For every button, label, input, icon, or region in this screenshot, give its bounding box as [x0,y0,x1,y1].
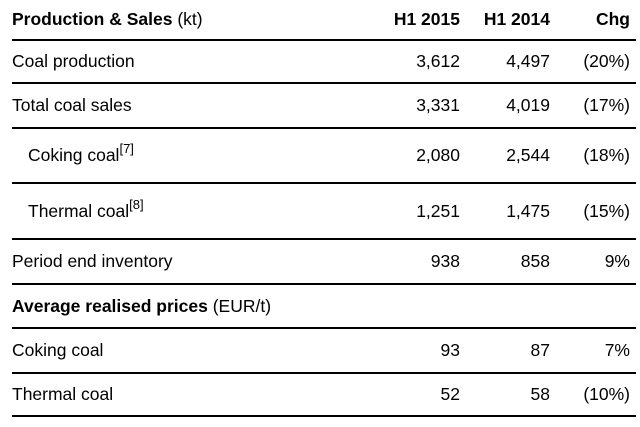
row-label-cell: Coking coal[7] [12,128,312,183]
row-label: Total coal sales [12,95,132,115]
value-chg: (15%) [583,200,630,221]
table-row-thermal-coal-price: Thermal coal 52 58 (10%) [12,373,636,416]
value-chg: 9% [604,251,630,271]
value-chg: (10%) [583,384,630,404]
table-title: Production & Sales [12,9,173,29]
value-h1-2015: 938 [430,251,460,271]
value-h1-2015: 1,251 [416,200,460,221]
row-label-cell: Period end inventory [12,239,312,284]
value-chg: (17%) [583,95,630,115]
table-row-coking-coal-sales: Coking coal[7] 2,080 2,544 (18%) [12,128,636,183]
footnote-ref-7: [7] [119,141,134,157]
row-label: Thermal coal [28,200,130,221]
value-h1-2015: 93 [440,340,460,360]
table-row-period-end-inventory: Period end inventory 938 858 9% [12,239,636,284]
value-h1-2015: 3,331 [416,95,460,115]
value-chg: 7% [604,340,630,360]
table-title-cell: Production & Sales (kt) [12,0,312,40]
table-row-coking-coal-price: Coking coal 93 87 7% [12,328,636,373]
column-header-h1-2014: H1 2014 [483,9,550,29]
table-title-unit: (kt) [172,9,203,29]
section-title-unit: (EUR/t) [207,295,272,316]
row-label-cell: Thermal coal [12,373,312,416]
column-header-chg: Chg [595,9,630,29]
section-header-cell: Average realised prices (EUR/t) [12,284,636,328]
value-h1-2014: 858 [520,251,550,271]
row-label: Coking coal [28,145,120,165]
value-h1-2015: 2,080 [416,145,460,165]
row-label: Coal production [12,51,135,71]
value-chg: (20%) [583,51,630,71]
table-row-thermal-coal-sales: Thermal coal[8] 1,251 1,475 (15%) [12,183,636,239]
value-h1-2015: 52 [440,384,460,404]
value-h1-2014: 87 [530,340,550,360]
section-title: Average realised prices [12,295,208,316]
value-h1-2014: 4,019 [506,95,550,115]
row-label-cell: Coal production [12,40,312,83]
value-h1-2014: 4,497 [506,51,550,71]
row-label-cell: Total coal sales [12,83,312,128]
row-label: Thermal coal [12,384,114,404]
footnote-ref-8: [8] [129,196,144,212]
table-header-row: Production & Sales (kt) H1 2015 H1 2014 … [12,0,636,40]
row-label: Period end inventory [12,251,173,271]
section-header-row-average-realised-prices: Average realised prices (EUR/t) [12,284,636,328]
row-label-cell: Thermal coal[8] [12,183,312,239]
table-row-total-coal-sales: Total coal sales 3,331 4,019 (17%) [12,83,636,128]
value-h1-2014: 58 [530,384,550,404]
row-label-cell: Coking coal [12,328,312,373]
value-h1-2014: 2,544 [506,145,550,165]
value-chg: (18%) [583,145,630,165]
row-label: Coking coal [12,340,104,360]
production-sales-table: Production & Sales (kt) H1 2015 H1 2014 … [12,0,636,417]
table-row-coal-production: Coal production 3,612 4,497 (20%) [12,40,636,83]
column-header-h1-2015: H1 2015 [393,9,460,29]
value-h1-2015: 3,612 [416,51,460,71]
value-h1-2014: 1,475 [506,200,550,221]
